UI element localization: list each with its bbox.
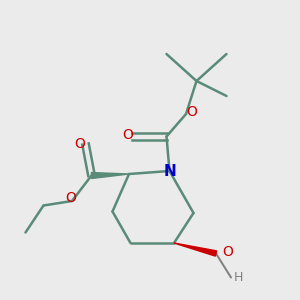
- Text: O: O: [65, 191, 76, 205]
- Text: O: O: [122, 128, 133, 142]
- Text: O: O: [223, 245, 233, 259]
- Text: H: H: [234, 271, 243, 284]
- Text: O: O: [75, 137, 86, 151]
- Polygon shape: [92, 172, 129, 178]
- Text: O: O: [186, 106, 197, 119]
- Text: N: N: [164, 164, 177, 179]
- Polygon shape: [174, 243, 217, 256]
